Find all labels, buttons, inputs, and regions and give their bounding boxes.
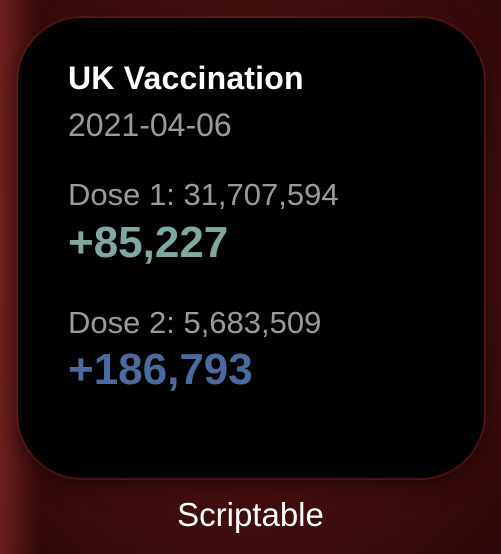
- vaccination-widget[interactable]: [18, 18, 484, 478]
- dose2-increment: +186,793: [68, 345, 253, 394]
- dose1-total: Dose 1: 31,707,594: [68, 177, 339, 212]
- dose1-increment: +85,227: [68, 218, 229, 267]
- widget-title: UK Vaccination: [68, 60, 304, 96]
- dose2-total: Dose 2: 5,683,509: [68, 305, 322, 340]
- widget-date: 2021-04-06: [68, 107, 232, 143]
- app-label: Scriptable: [177, 496, 324, 533]
